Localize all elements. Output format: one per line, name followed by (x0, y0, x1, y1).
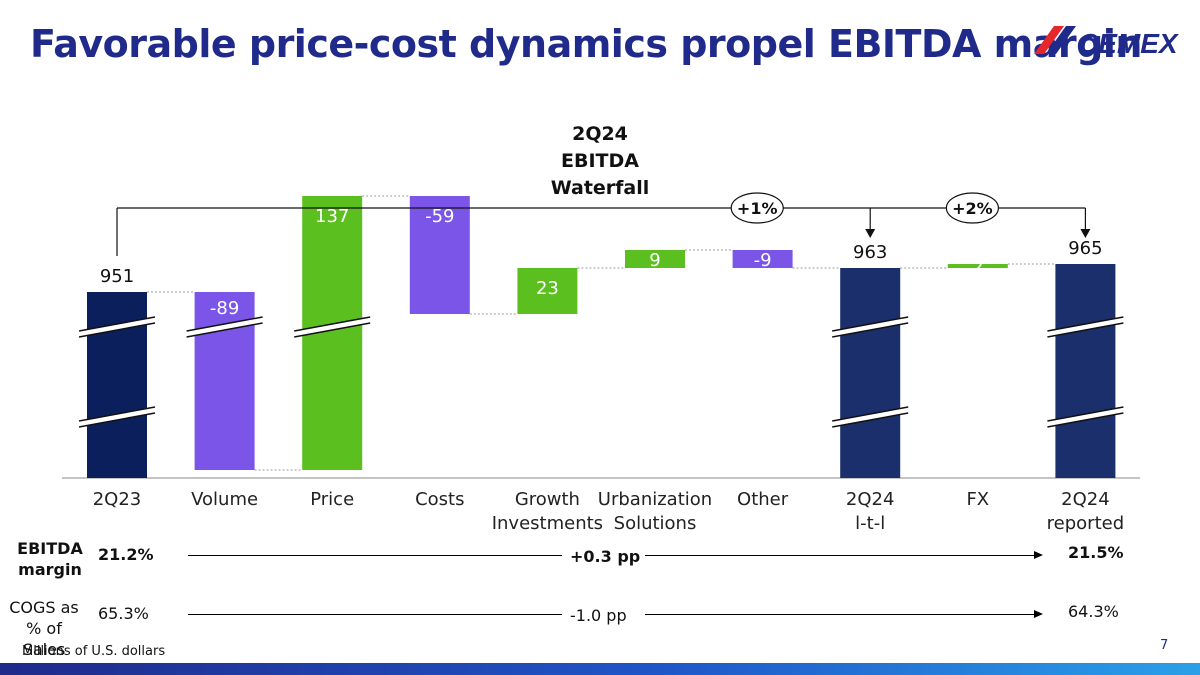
data-label: 951 (100, 266, 134, 287)
logo-text: CEMEX (1078, 28, 1180, 59)
axis-break-line (78, 412, 156, 428)
chart-title-line: Waterfall (551, 177, 650, 199)
row-arrow-head (1034, 551, 1043, 559)
cemex-logo: CEMEX (1034, 26, 1180, 59)
category-label: 2Q24 (1061, 489, 1110, 510)
bar-2q24-l-t-l (840, 268, 901, 478)
category-label: Urbanization (598, 489, 712, 510)
category-label: reported (1047, 513, 1124, 534)
axis-break-line (832, 322, 909, 338)
axis-break-line (186, 322, 263, 338)
axis-break-line (1047, 316, 1124, 332)
data-label: -9 (754, 250, 772, 271)
category-label: Solutions (614, 513, 697, 534)
row-end-value: 64.3% (1068, 602, 1119, 621)
bar-fx (947, 264, 1008, 268)
bottom-bar (0, 663, 1200, 675)
axis-break-gap (1047, 407, 1124, 427)
data-label: 965 (1068, 238, 1102, 259)
row-end-value: 21.5% (1068, 543, 1124, 562)
category-label: 2Q23 (93, 489, 142, 510)
row-line (188, 614, 562, 615)
bar-2q24-reported (1055, 264, 1116, 478)
growth-label: +2% (952, 199, 993, 218)
axis-break-gap (832, 407, 909, 427)
growth-label: +1% (737, 199, 778, 218)
axis-break-gap (186, 317, 263, 337)
data-label: 963 (853, 242, 887, 263)
row-arrow-head (1034, 610, 1043, 618)
data-label: -59 (425, 206, 454, 227)
data-label: -89 (210, 298, 239, 319)
arrow-head (865, 229, 876, 238)
category-label: Growth (515, 489, 580, 510)
data-label: 23 (536, 278, 559, 299)
axis-break-line (78, 316, 156, 332)
bar-costs (409, 196, 470, 314)
row-start-value: 21.2% (98, 545, 154, 564)
data-label: 2 (972, 257, 983, 278)
footnote: Millions of U.S. dollars (22, 644, 166, 659)
axis-break-gap (294, 317, 371, 337)
chart-title-line: EBITDA (561, 150, 639, 172)
axis-break-line (832, 406, 909, 422)
chart-title-line: 2Q24 (572, 123, 628, 145)
axis-break-line (294, 322, 371, 338)
row-label: EBITDA margin (17, 539, 83, 579)
page-title: Favorable price-cost dynamics propel EBI… (30, 22, 1142, 66)
category-label: Other (737, 489, 789, 510)
category-label: Volume (191, 489, 258, 510)
data-label: 137 (315, 206, 349, 227)
category-label: 2Q24 (846, 489, 895, 510)
axis-break-line (1047, 322, 1124, 338)
axis-break-line (832, 316, 909, 332)
bar-other (732, 250, 793, 268)
row-change-value: +0.3 pp (570, 547, 641, 566)
axis-break-gap (79, 407, 155, 427)
arrow-head (1080, 229, 1091, 238)
bar-urbanization-solutions (625, 250, 685, 268)
bar-growth-investments (517, 268, 578, 314)
row-change-value: -1.0 pp (570, 606, 627, 625)
axis-break-line (186, 316, 263, 332)
axis-break-gap (79, 317, 155, 337)
row-line (645, 614, 1035, 615)
category-label: l-t-l (855, 513, 885, 534)
axis-break-line (1047, 412, 1124, 428)
axis-break-line (1047, 406, 1124, 422)
row-label: COGS as% of Sales (9, 598, 79, 659)
waterfall-chart: 2Q24 EBITDA Waterfall 951 2Q23 -89 Volume 137 Pr… (62, 123, 1140, 534)
category-label: Costs (415, 489, 464, 510)
growth-oval (730, 192, 784, 224)
axis-break-gap (1047, 317, 1124, 337)
axis-break-line (294, 316, 371, 332)
row-line (645, 555, 1035, 556)
page-number: 7 (1160, 638, 1169, 653)
row-line (188, 555, 562, 556)
axis-break-line (78, 322, 156, 338)
data-label: 9 (649, 250, 660, 271)
axis-break-line (78, 406, 156, 422)
growth-oval (945, 192, 1000, 224)
row-start-value: 65.3% (98, 604, 149, 623)
category-label: Investments (492, 513, 603, 534)
category-label: Price (310, 489, 354, 510)
axis-break-gap (832, 317, 909, 337)
axis-break-line (832, 412, 909, 428)
category-label: FX (966, 489, 989, 510)
